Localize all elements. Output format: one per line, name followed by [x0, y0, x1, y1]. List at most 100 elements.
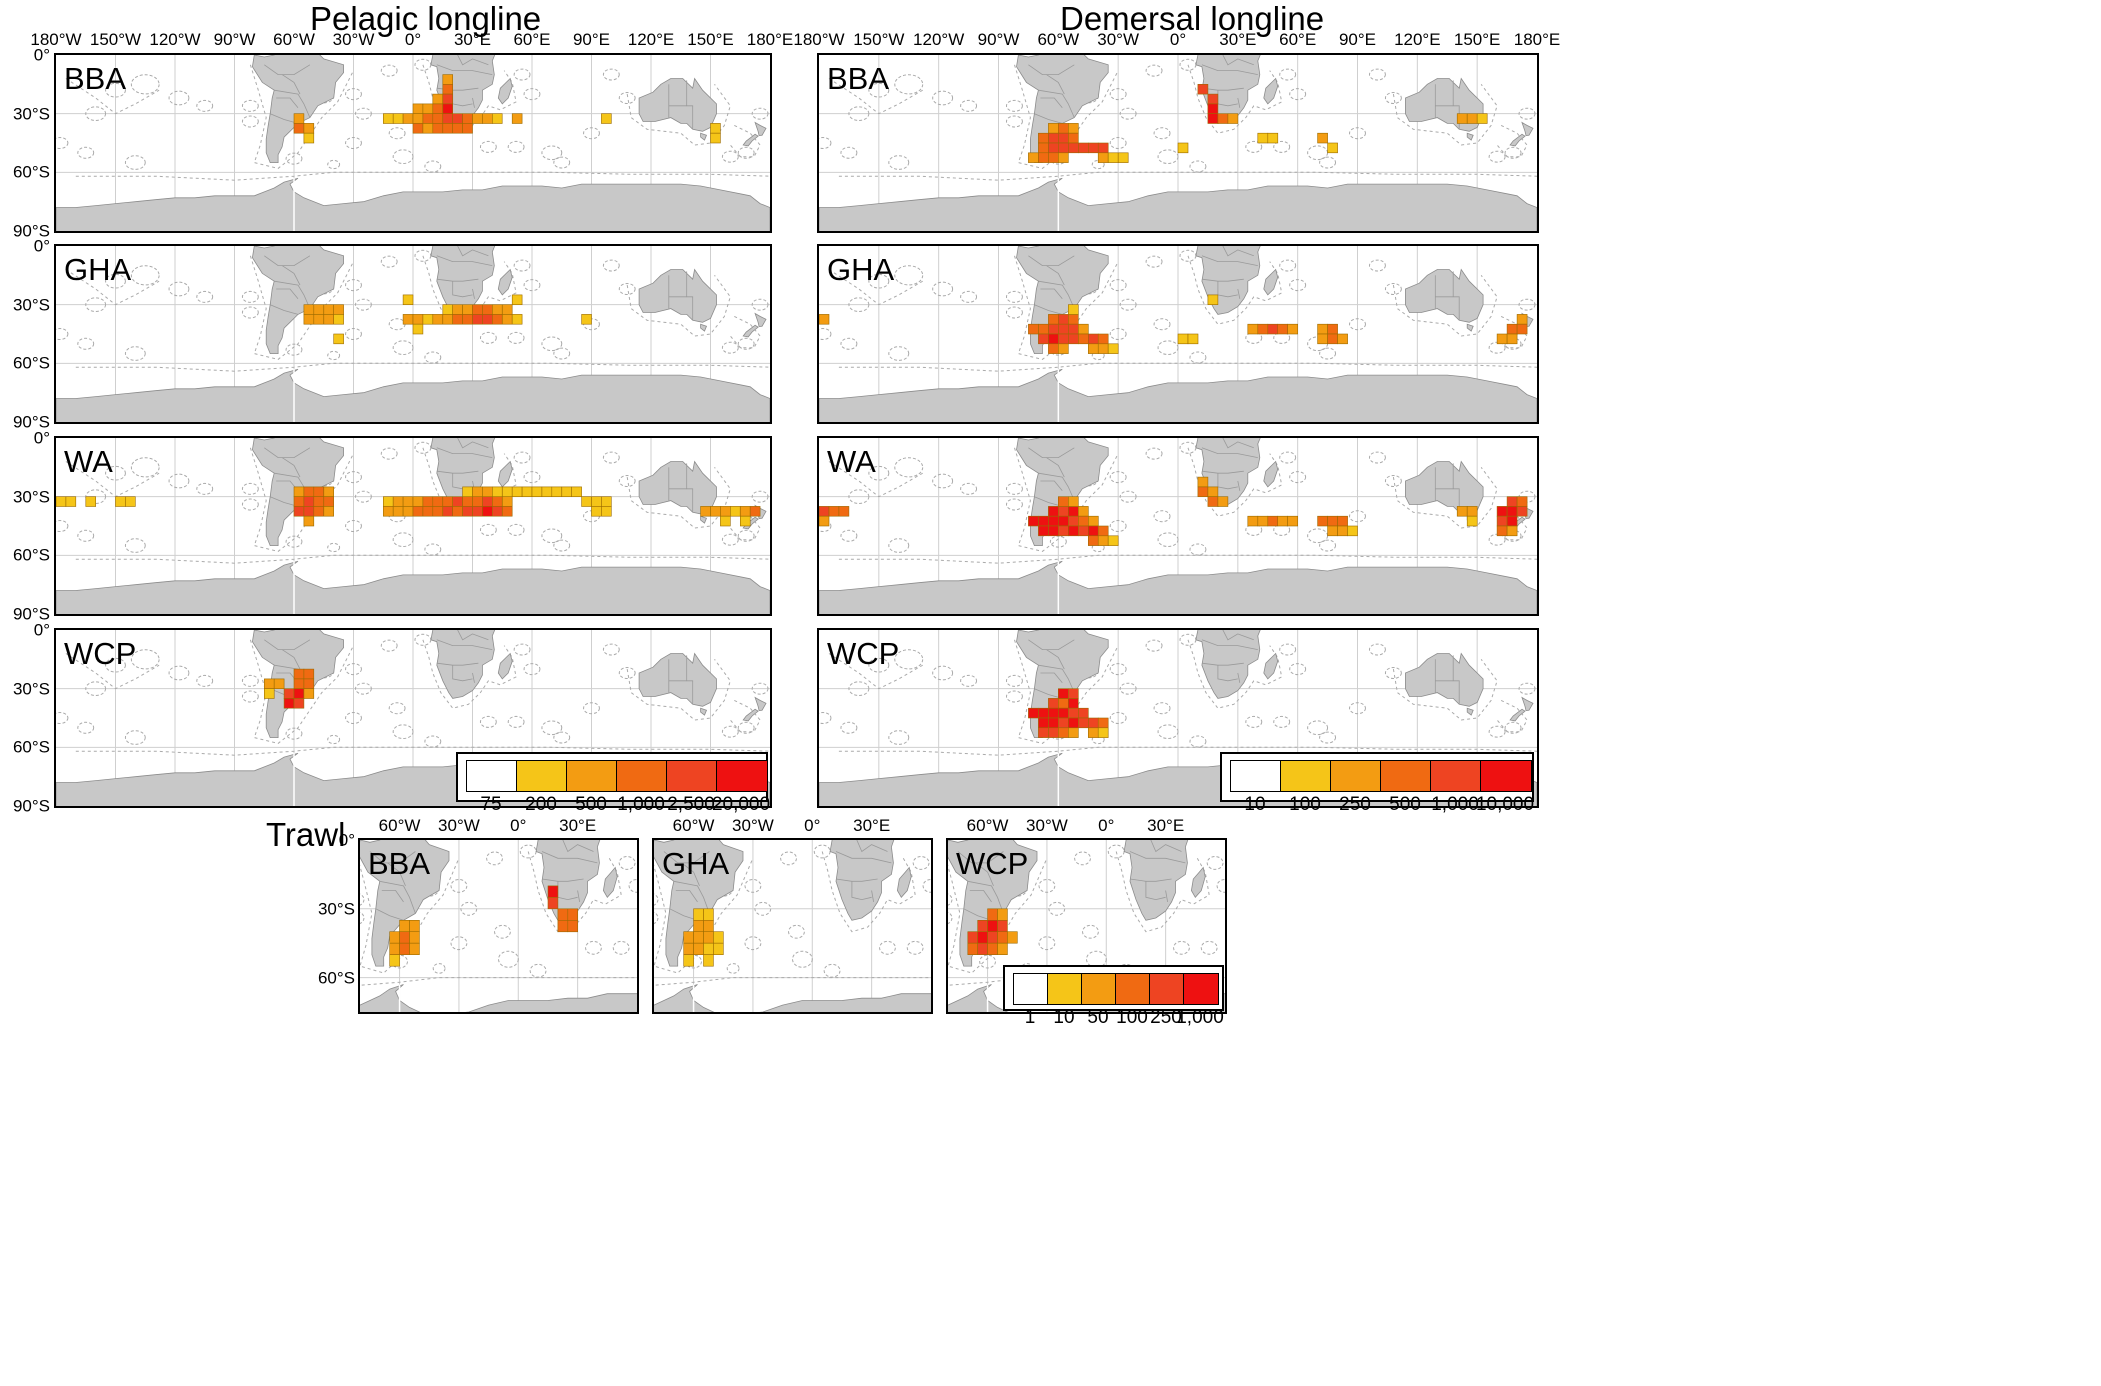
overlap-cell	[432, 506, 443, 517]
overlap-cell	[1038, 333, 1049, 345]
overlap-cell	[703, 908, 714, 921]
country-border	[1237, 97, 1241, 108]
land-madagascar	[497, 268, 513, 296]
overlap-cell	[1068, 123, 1079, 134]
overlap-cell	[472, 486, 483, 498]
contour-line	[1496, 124, 1528, 158]
lon-tick-label: 30°W	[1097, 30, 1140, 49]
overlap-cell	[567, 908, 579, 921]
country-border	[457, 438, 489, 449]
pelagic-legend: 75 200 500 1,000 2,500 20,000	[456, 752, 770, 815]
overlap-cell	[293, 668, 305, 680]
seamount-contour	[1384, 283, 1402, 295]
demersal-map-gha: GHA	[817, 244, 1539, 424]
overlap-cell	[1087, 343, 1099, 354]
seamount-contour	[392, 532, 414, 548]
country-border	[264, 447, 311, 458]
overlap-cell	[482, 496, 493, 507]
land-tasmania	[1466, 707, 1474, 716]
overlap-cell	[977, 942, 988, 955]
seamount-contour	[894, 457, 924, 478]
overlap-cell	[693, 931, 704, 944]
overlap-cell	[482, 486, 493, 498]
overlap-cell	[511, 294, 523, 306]
seamount-contour	[618, 856, 636, 870]
overlap-cell	[442, 314, 453, 325]
map-canvas	[56, 55, 770, 231]
overlap-cell	[1048, 515, 1059, 527]
overlap-cell	[703, 942, 714, 955]
land-antarctica	[819, 368, 1537, 422]
overlap-cell	[1058, 123, 1069, 134]
lat-tick-label: 60°S	[12, 545, 50, 565]
seamount-contour	[1157, 149, 1179, 165]
overlap-cell	[1267, 515, 1279, 527]
seamount-contour	[345, 137, 362, 149]
country-border	[452, 281, 473, 298]
seamount-contour	[848, 489, 870, 505]
overlap-cell	[1038, 323, 1049, 335]
overlap-cell	[399, 931, 410, 944]
overlap-cell	[399, 920, 410, 933]
lon-tick-label: 30°E	[559, 816, 597, 835]
overlap-cell	[482, 506, 493, 517]
lat-tick-label: 90°S	[12, 604, 50, 624]
country-border	[436, 662, 479, 666]
overlap-cell	[491, 496, 503, 507]
seamount-contour	[345, 712, 362, 724]
overlap-cell	[997, 920, 1008, 933]
seamount-contour	[513, 451, 531, 464]
overlap-cell	[432, 93, 443, 105]
pelagic-map-wa: WA	[54, 436, 772, 616]
overlap-cell	[501, 486, 513, 498]
land-australia	[1405, 652, 1484, 707]
seamount-contour	[1279, 68, 1297, 81]
overlap-cell	[720, 515, 731, 527]
contour-line	[626, 84, 731, 146]
seamount-contour	[553, 539, 571, 552]
lat-tick-label: 0°	[33, 236, 50, 256]
seamount-contour	[1189, 351, 1207, 364]
seamount-contour	[541, 528, 563, 544]
land-nzNorth	[754, 696, 767, 712]
overlap-cell	[65, 496, 77, 507]
overlap-cell	[1028, 707, 1039, 719]
seamount-contour	[1082, 924, 1099, 939]
overlap-cell	[1077, 333, 1089, 345]
overlap-cell	[323, 506, 334, 517]
overlap-cell	[402, 314, 414, 325]
overlap-cell	[452, 314, 463, 325]
legend-swatches	[466, 760, 768, 792]
seamount-contour	[1074, 851, 1091, 866]
seamount-contour	[1273, 140, 1291, 153]
country-border	[541, 851, 598, 864]
contour-line	[249, 64, 354, 169]
overlap-cell	[1058, 717, 1069, 729]
overlap-cell	[1028, 323, 1039, 335]
legend-swatch	[1048, 974, 1082, 1004]
overlap-cell	[409, 920, 420, 933]
contour-line	[422, 639, 517, 709]
overlap-cell	[442, 83, 453, 95]
country-border	[436, 255, 493, 266]
overlap-cell	[482, 304, 493, 315]
pelagic-map-bba: BBA	[54, 53, 772, 233]
land-antarctica	[819, 560, 1537, 614]
overlap-cell	[392, 496, 404, 507]
overlap-cell	[303, 668, 315, 680]
overlap-cell	[1516, 506, 1528, 517]
contour-line	[1496, 699, 1528, 733]
land-madagascar	[1190, 866, 1206, 898]
country-border	[669, 908, 698, 921]
country-border	[281, 649, 301, 670]
overlap-cell	[1058, 132, 1069, 144]
country-border	[562, 840, 594, 853]
seamount-contour	[1319, 539, 1337, 552]
seamount-contour	[602, 259, 620, 272]
country-border	[851, 881, 872, 901]
overlap-cell	[402, 113, 414, 124]
overlap-cell	[1058, 314, 1069, 325]
seamount-contour	[56, 520, 69, 532]
overlap-cell	[1287, 515, 1299, 527]
contour-line	[75, 362, 770, 372]
